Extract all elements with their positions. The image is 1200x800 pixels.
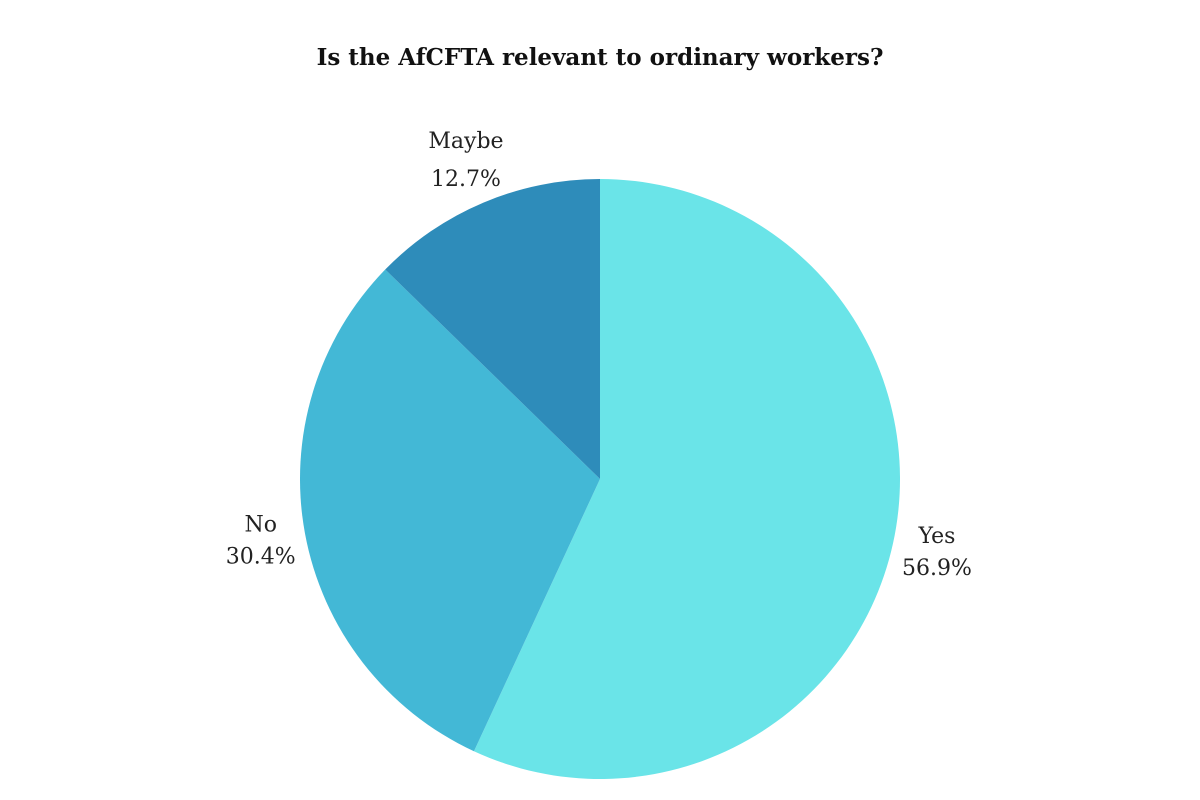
slice-value-no: 30.4% [226, 545, 296, 570]
slice-value-maybe: 12.7% [431, 167, 501, 192]
pie-slices [299, 179, 900, 779]
pie-slice-maybe [385, 179, 600, 479]
slice-label-no: No [244, 513, 277, 538]
slice-value-yes: 56.9% [902, 556, 972, 581]
pie-labels: Yes 56.9% No 30.4% Maybe 12.7% [226, 129, 972, 581]
slice-label-maybe: Maybe [428, 129, 503, 154]
slice-label-yes: Yes [917, 524, 955, 549]
pie-slice-yes [473, 179, 900, 779]
chart-title: Is the AfCFTA relevant to ordinary worke… [316, 44, 884, 71]
pie-slice-no [299, 269, 600, 752]
